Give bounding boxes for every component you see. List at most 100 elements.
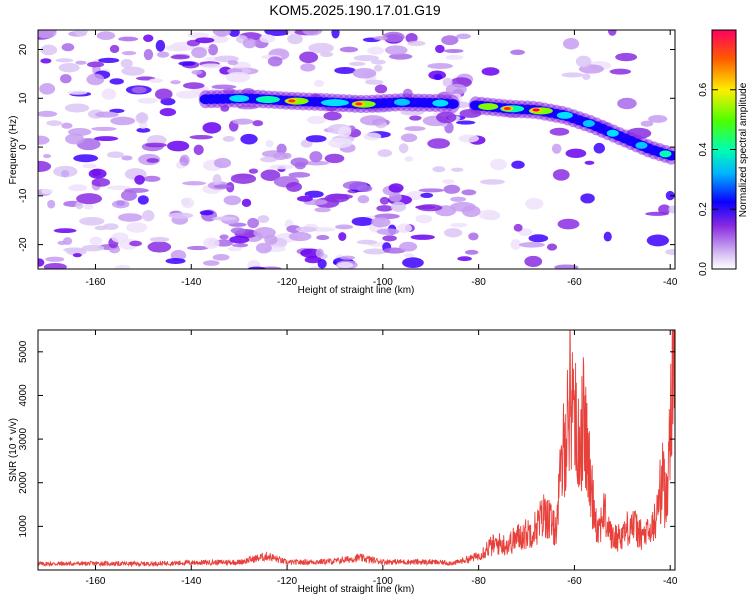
noise-blob bbox=[145, 142, 167, 148]
snr-line bbox=[38, 330, 675, 568]
noise-blob bbox=[382, 235, 397, 242]
colorbar-tick-label: 0.4 bbox=[698, 142, 709, 156]
snr-x-label: Height of straight line (km) bbox=[298, 584, 415, 595]
noise-blob bbox=[445, 83, 467, 95]
noise-blob bbox=[340, 255, 356, 260]
x-tick-label: -120 bbox=[277, 576, 297, 587]
noise-blob bbox=[241, 198, 252, 207]
noise-blob bbox=[338, 232, 347, 241]
noise-blob bbox=[443, 228, 463, 238]
noise-blob bbox=[61, 122, 73, 129]
noise-blob bbox=[67, 90, 88, 95]
noise-blob bbox=[260, 169, 281, 181]
noise-blob bbox=[398, 143, 409, 154]
noise-blob bbox=[490, 158, 507, 171]
noise-blob bbox=[228, 30, 240, 37]
noise-blob bbox=[287, 33, 303, 45]
snr-x-ticks: -160 -140 -120 -100 -80 -60 -40 bbox=[85, 330, 678, 587]
x-tick-label: -160 bbox=[85, 277, 105, 288]
noise-blob bbox=[359, 115, 386, 126]
y-tick-label: 4000 bbox=[18, 384, 29, 407]
noise-blob bbox=[60, 74, 72, 84]
noise-blob bbox=[267, 56, 283, 67]
noise-blob bbox=[308, 42, 334, 54]
noise-blob bbox=[147, 241, 172, 253]
noise-blob bbox=[335, 224, 353, 230]
noise-blob bbox=[410, 234, 435, 240]
noise-blob bbox=[324, 153, 345, 164]
x-tick-label: -120 bbox=[277, 277, 297, 288]
noise-blob bbox=[377, 149, 393, 157]
noise-blob bbox=[357, 195, 370, 204]
noise-blob bbox=[405, 33, 418, 44]
noise-blob bbox=[187, 32, 209, 39]
noise-blob bbox=[371, 217, 391, 228]
noise-blob bbox=[134, 174, 145, 185]
noise-blob bbox=[137, 97, 158, 104]
noise-blob bbox=[348, 61, 366, 66]
snr-series bbox=[38, 330, 675, 568]
noise-blob bbox=[175, 90, 200, 99]
noise-blob bbox=[53, 165, 78, 178]
y-tick-label: 5000 bbox=[18, 340, 29, 363]
noise-blob bbox=[456, 120, 476, 125]
noise-blob bbox=[384, 45, 408, 55]
noise-blob bbox=[549, 127, 570, 136]
noise-blob bbox=[143, 48, 154, 61]
noise-blob bbox=[94, 136, 119, 142]
noise-blob bbox=[363, 132, 382, 141]
noise-blob bbox=[121, 66, 145, 76]
noise-blob bbox=[402, 257, 424, 269]
noise-blob bbox=[68, 184, 88, 192]
ridge-core bbox=[446, 98, 459, 109]
noise-blob bbox=[554, 264, 579, 269]
x-tick-label: -60 bbox=[567, 277, 582, 288]
y-tick-label: 3000 bbox=[18, 428, 29, 451]
noise-blob bbox=[154, 88, 173, 100]
noise-blob bbox=[352, 67, 377, 79]
noise-blob bbox=[124, 187, 149, 193]
noise-blob bbox=[182, 82, 205, 90]
noise-blob bbox=[363, 248, 388, 255]
noise-blob bbox=[552, 169, 570, 181]
noise-blob bbox=[114, 264, 131, 269]
noise-blob bbox=[565, 148, 587, 159]
noise-blob bbox=[511, 160, 525, 169]
noise-blob bbox=[276, 143, 287, 155]
noise-blob bbox=[513, 223, 523, 232]
noise-blob bbox=[323, 111, 342, 121]
noise-blob bbox=[432, 166, 446, 173]
noise-blob bbox=[159, 108, 177, 117]
x-tick-label: -60 bbox=[567, 576, 582, 587]
noise-blob bbox=[129, 240, 142, 247]
noise-blob bbox=[83, 203, 94, 210]
noise-blob bbox=[146, 135, 167, 146]
y-tick-label: 10 bbox=[18, 92, 29, 104]
noise-blob bbox=[86, 73, 105, 86]
noise-blob bbox=[593, 142, 605, 154]
y-tick-label: -10 bbox=[18, 188, 29, 203]
noise-blob bbox=[75, 201, 84, 210]
noise-blob bbox=[265, 139, 274, 148]
noise-blob bbox=[38, 30, 57, 39]
noise-blob bbox=[331, 30, 340, 39]
noise-blob bbox=[551, 143, 562, 154]
noise-blob bbox=[136, 127, 151, 133]
noise-blob bbox=[388, 53, 413, 60]
noise-blob bbox=[55, 58, 74, 63]
noise-blob bbox=[43, 263, 67, 269]
ridge-hotspot bbox=[606, 129, 619, 137]
noise-blob bbox=[211, 216, 237, 221]
noise-blob bbox=[38, 110, 58, 118]
noise-blob bbox=[337, 261, 354, 269]
noise-blob bbox=[420, 192, 434, 198]
x-tick-label: -40 bbox=[663, 576, 678, 587]
noise-blob bbox=[436, 111, 457, 124]
noise-blob bbox=[315, 248, 324, 258]
noise-blob bbox=[73, 154, 99, 163]
colorbar-label: Normalized spectral amplitude bbox=[738, 82, 749, 217]
ridge-hotspot bbox=[394, 98, 410, 106]
noise-blob bbox=[202, 122, 222, 134]
noise-blob bbox=[433, 74, 443, 81]
noise-blob bbox=[76, 193, 103, 205]
